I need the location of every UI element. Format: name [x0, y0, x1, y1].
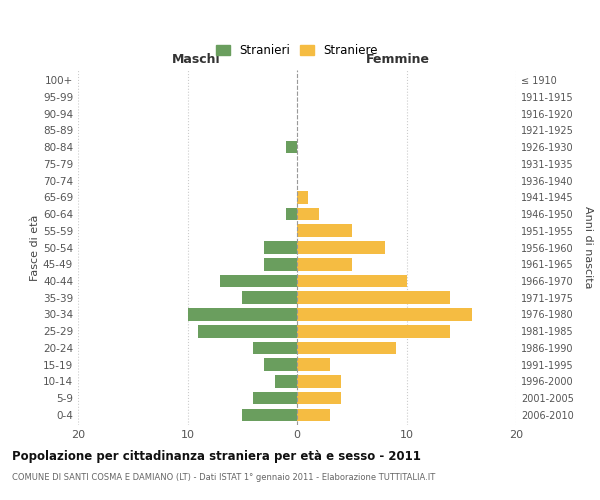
Text: Femmine: Femmine — [366, 54, 430, 66]
Y-axis label: Fasce di età: Fasce di età — [30, 214, 40, 280]
Bar — [297, 308, 472, 321]
Bar — [297, 342, 395, 354]
Text: Popolazione per cittadinanza straniera per età e sesso - 2011: Popolazione per cittadinanza straniera p… — [12, 450, 421, 463]
Bar — [297, 408, 330, 421]
Bar — [297, 292, 450, 304]
Bar — [242, 292, 297, 304]
Bar — [297, 208, 319, 220]
Bar — [253, 342, 297, 354]
Bar — [199, 325, 297, 338]
Y-axis label: Anni di nascita: Anni di nascita — [583, 206, 593, 289]
Bar — [187, 308, 297, 321]
Bar — [242, 408, 297, 421]
Text: COMUNE DI SANTI COSMA E DAMIANO (LT) - Dati ISTAT 1° gennaio 2011 - Elaborazione: COMUNE DI SANTI COSMA E DAMIANO (LT) - D… — [12, 472, 435, 482]
Bar — [286, 140, 297, 153]
Bar — [275, 375, 297, 388]
Bar — [297, 325, 450, 338]
Bar — [297, 224, 352, 237]
Bar — [264, 258, 297, 270]
Bar — [264, 241, 297, 254]
Legend: Stranieri, Straniere: Stranieri, Straniere — [212, 40, 382, 60]
Bar — [297, 241, 385, 254]
Bar — [297, 274, 407, 287]
Bar — [297, 258, 352, 270]
Bar — [220, 274, 297, 287]
Text: Maschi: Maschi — [172, 54, 221, 66]
Bar — [297, 191, 308, 203]
Bar — [297, 392, 341, 404]
Bar — [253, 392, 297, 404]
Bar — [286, 208, 297, 220]
Bar — [264, 358, 297, 371]
Bar — [297, 358, 330, 371]
Bar — [297, 375, 341, 388]
